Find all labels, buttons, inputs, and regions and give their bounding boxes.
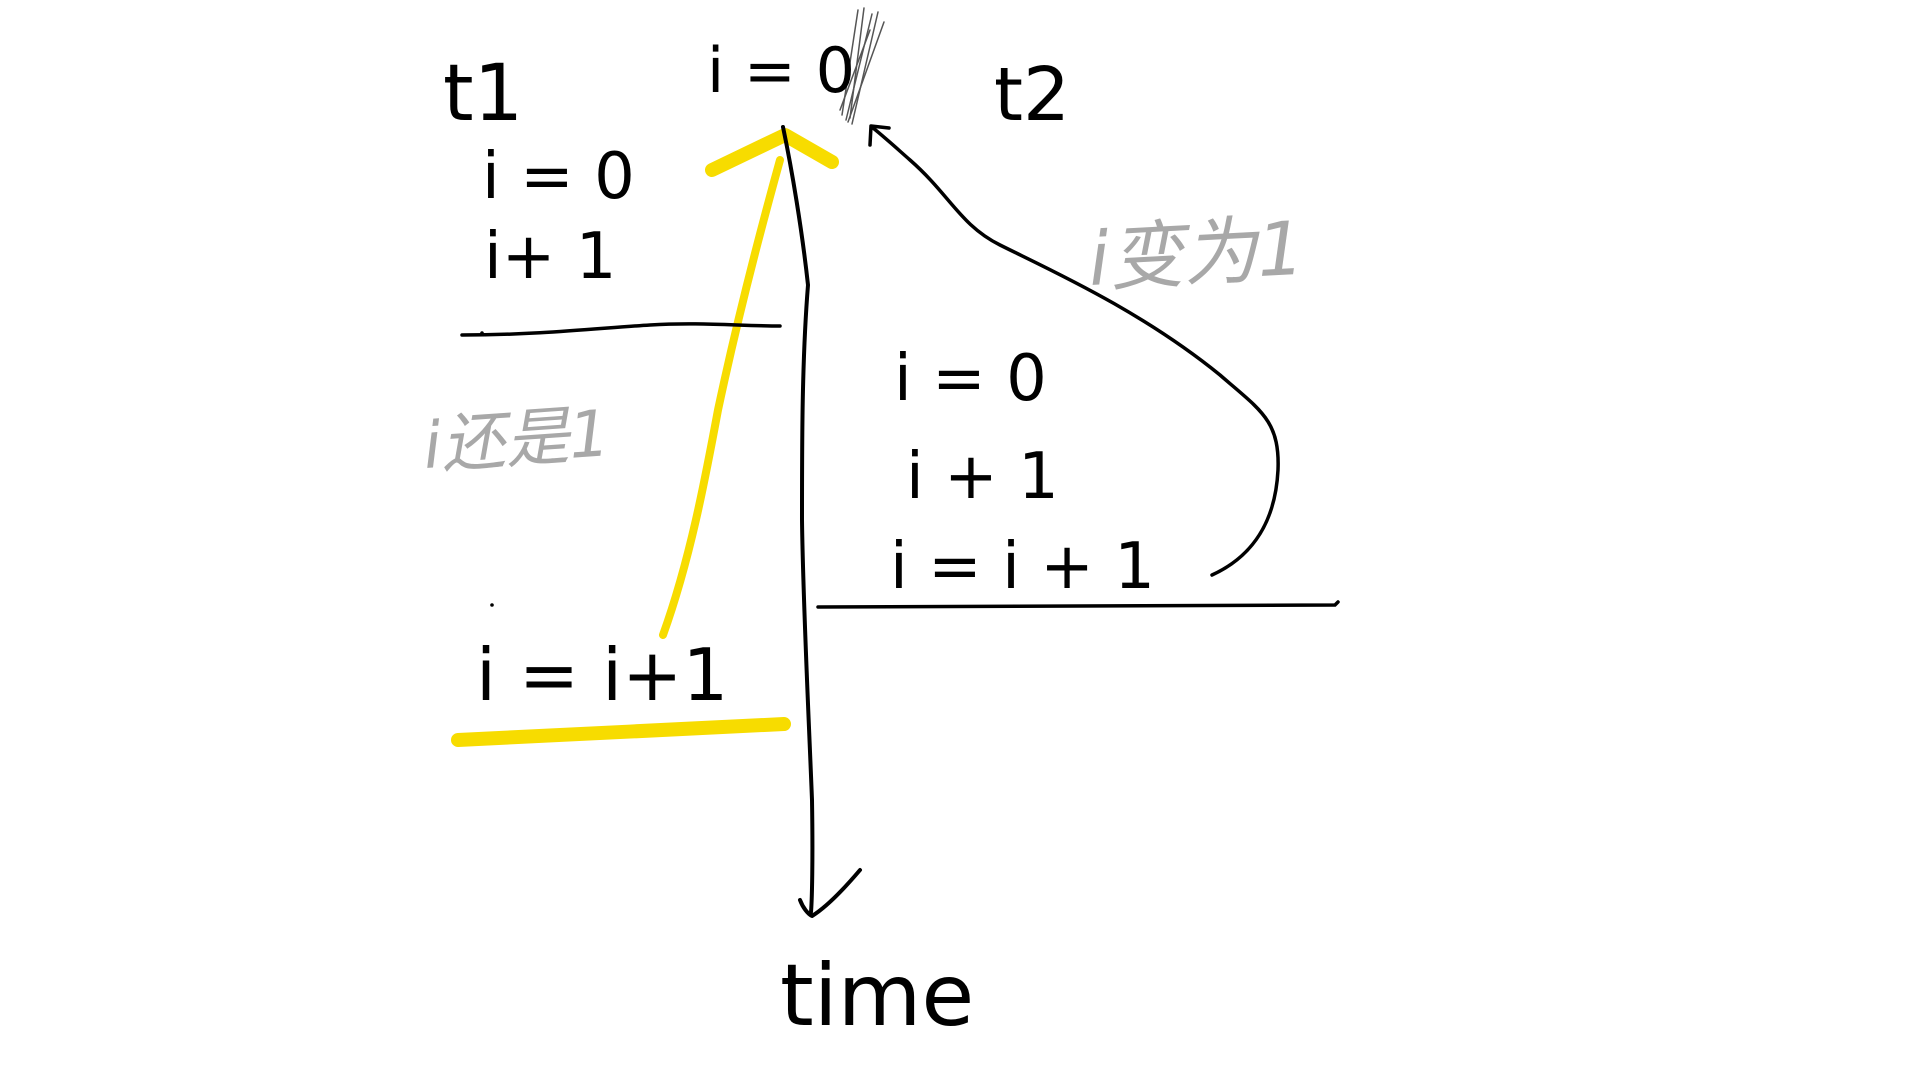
t1-line-increment: i+ 1	[484, 220, 616, 294]
t1-divider-line	[460, 322, 782, 337]
t1-line-read: i = 0	[482, 140, 635, 214]
time-axis-arrowhead	[798, 868, 862, 918]
highlight-underline	[451, 717, 791, 747]
t2-write-back-arrowhead	[868, 124, 891, 147]
time-axis-label: time	[780, 946, 974, 1046]
shared-variable-label: i = 0	[707, 34, 855, 107]
t2-line-read: i = 0	[894, 342, 1047, 416]
t1-label: t1	[443, 49, 523, 139]
t2-baseline-line	[816, 600, 1340, 609]
highlight-write-path	[659, 156, 784, 639]
t1-assignment: i = i+1	[476, 633, 728, 717]
t1-annotation: i还是1	[421, 397, 612, 484]
scribble-mark	[839, 7, 885, 125]
t1-assignment-dot	[490, 603, 494, 607]
time-axis-line	[781, 125, 815, 914]
t2-line-increment: i + 1	[906, 440, 1059, 514]
t1-divider-dot	[480, 331, 484, 335]
t2-label: t2	[994, 52, 1070, 138]
t2-annotation: i变为1	[1086, 206, 1306, 303]
t2-line-assignment: i = i + 1	[890, 530, 1155, 604]
t2-write-back-curve	[871, 126, 1280, 577]
